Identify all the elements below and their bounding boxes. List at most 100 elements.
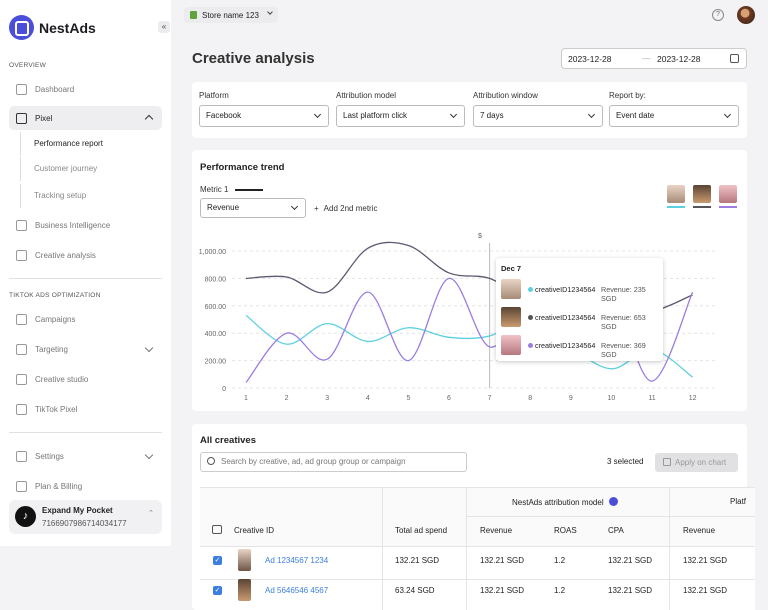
store-selector[interactable]: Store name 123 <box>184 7 278 23</box>
avatar[interactable] <box>737 6 755 24</box>
metric-select[interactable]: Revenue <box>200 198 306 218</box>
code-icon <box>16 403 27 415</box>
tiktok-icon: ♪ <box>15 506 36 527</box>
target-icon <box>16 343 27 355</box>
date-to: 2023-12-28 <box>657 54 701 64</box>
creative-thumb-2[interactable] <box>693 185 711 203</box>
shopify-icon <box>190 11 197 19</box>
row-divider <box>466 516 755 517</box>
divider <box>9 278 162 279</box>
date-range-picker[interactable]: 2023-12-28 — 2023-12-28 <box>561 48 747 69</box>
creative-thumb-3[interactable] <box>719 185 737 203</box>
y-tick-label: 0 <box>222 386 226 393</box>
sidebar-item-tiktok-pixel[interactable]: TikTok Pixel <box>9 397 162 421</box>
search-input[interactable]: Search by creative, ad, ad group group o… <box>200 452 467 472</box>
col-total-ad-spend[interactable]: Total ad spend <box>395 526 448 535</box>
col-roas[interactable]: ROAS <box>554 526 577 535</box>
creative-thumb-1[interactable] <box>667 185 685 203</box>
sidebar-item-creative-studio[interactable]: Creative studio <box>9 367 162 391</box>
creative-thumb <box>238 579 251 601</box>
creatives-title: All creatives <box>200 435 256 446</box>
search-icon <box>207 457 215 465</box>
sidebar-item-creative-analysis[interactable]: Creative analysis <box>9 243 162 267</box>
tooltip-thumb <box>501 279 521 299</box>
attribution-model-select[interactable]: Last platform click <box>336 105 465 127</box>
x-tick-label: 1 <box>244 395 248 402</box>
brand[interactable]: NestAds <box>9 15 96 40</box>
chart-icon <box>663 458 671 466</box>
trend-title: Performance trend <box>200 162 285 173</box>
x-tick-label: 9 <box>569 395 573 402</box>
cell-revenue: 132.21 SGD <box>480 556 525 565</box>
section-tiktok: TIKTOK ADS OPTIMIZATION <box>9 292 101 299</box>
series-dot <box>528 343 533 348</box>
account-switcher[interactable]: ♪ Expand My Pocket 7166907986714034177 ⌃ <box>9 500 162 534</box>
col-platform-revenue[interactable]: Revenue <box>683 526 716 535</box>
tooltip-value: Revenue: 369 SGD <box>601 341 646 359</box>
x-tick-label: 12 <box>689 395 697 402</box>
row-divider <box>200 579 755 580</box>
section-overview: OVERVIEW <box>9 62 47 69</box>
sidebar-item-plan-billing[interactable]: Plan & Billing <box>9 474 162 498</box>
sidebar-item-pixel[interactable]: Pixel <box>9 106 162 130</box>
platform-select[interactable]: Facebook <box>199 105 329 127</box>
sidebar-item-targeting[interactable]: Targeting <box>9 337 162 361</box>
thumb-underline <box>693 206 711 208</box>
tooltip-row: creativeID1234564 Revenue: 653 SGD <box>501 307 661 331</box>
y-tick-label: 400.00 <box>205 331 227 338</box>
bag-icon <box>16 313 27 325</box>
series-line-2 <box>245 314 693 378</box>
attribution-window-select[interactable]: 7 days <box>473 105 603 127</box>
x-tick-label: 4 <box>366 395 370 402</box>
y-tick-label: 600.00 <box>205 304 227 311</box>
tools-icon <box>16 450 27 462</box>
group-header-platform: Platf <box>730 497 747 506</box>
tooltip-value: Revenue: 653 SGD <box>601 313 646 331</box>
collapse-sidebar-icon[interactable]: « <box>158 21 170 33</box>
magic-wand-icon <box>16 373 27 385</box>
x-tick-label: 5 <box>406 395 410 402</box>
sidebar: NestAds « OVERVIEW Dashboard Pixel Perfo… <box>0 0 171 546</box>
select-all-checkbox[interactable] <box>212 525 222 534</box>
col-creative-id[interactable]: Creative ID <box>234 526 275 535</box>
sidebar-sub-performance-report[interactable]: Performance report <box>20 132 160 156</box>
col-revenue[interactable]: Revenue <box>480 526 513 535</box>
sidebar-item-campaigns[interactable]: Campaigns <box>9 307 162 331</box>
bulb-icon <box>16 219 27 231</box>
y-axis-label: $ <box>478 233 482 240</box>
account-id: 7166907986714034177 <box>42 519 127 528</box>
add-metric-button[interactable]: + Add 2nd metric <box>314 204 378 213</box>
nestads-logo-icon <box>9 15 34 40</box>
tooltip-row: creativeID1234564 Revenue: 369 SGD <box>501 335 661 359</box>
cell-platform-revenue: 132.21 SGD <box>683 586 728 595</box>
y-tick-label: 200.00 <box>205 359 227 366</box>
creative-link[interactable]: Ad 1234567 1234 <box>265 556 329 565</box>
pixel-icon <box>16 112 27 124</box>
cell-cpa: 132.21 SGD <box>608 586 653 595</box>
creative-thumb <box>238 549 251 571</box>
row-checkbox[interactable]: ✓ <box>213 556 222 565</box>
col-cpa[interactable]: CPA <box>608 526 624 535</box>
cell-spend: 63.24 SGD <box>395 586 435 595</box>
thumb-underline <box>719 206 737 208</box>
sidebar-item-settings[interactable]: Settings <box>9 444 162 468</box>
row-checkbox[interactable]: ✓ <box>213 586 222 595</box>
sidebar-sub-customer-journey[interactable]: Customer journey <box>20 157 160 181</box>
sidebar-item-business-intelligence[interactable]: Business Intelligence <box>9 213 162 237</box>
creatives-table: NestAds attribution model Platf <box>200 487 755 610</box>
help-icon[interactable]: ? <box>712 9 724 21</box>
filter-label-report-by: Report by: <box>609 91 646 100</box>
apply-on-chart-button[interactable]: Apply on chart <box>655 453 738 472</box>
creative-link[interactable]: Ad 5646546 4567 <box>265 586 329 595</box>
page-title: Creative analysis <box>192 50 315 67</box>
sidebar-item-dashboard[interactable]: Dashboard <box>9 77 162 101</box>
tooltip-title: Dec 7 <box>501 264 522 273</box>
sidebar-sub-tracking-setup[interactable]: Tracking setup <box>20 184 160 208</box>
cell-spend: 132.21 SGD <box>395 556 440 565</box>
x-tick-label: 8 <box>528 395 532 402</box>
filter-label-attribution-window: Attribution window <box>473 91 538 100</box>
x-tick-label: 2 <box>285 395 289 402</box>
y-tick-label: 1,000.00 <box>199 249 226 256</box>
report-by-select[interactable]: Event date <box>609 105 739 127</box>
metric-line-legend <box>235 189 263 191</box>
